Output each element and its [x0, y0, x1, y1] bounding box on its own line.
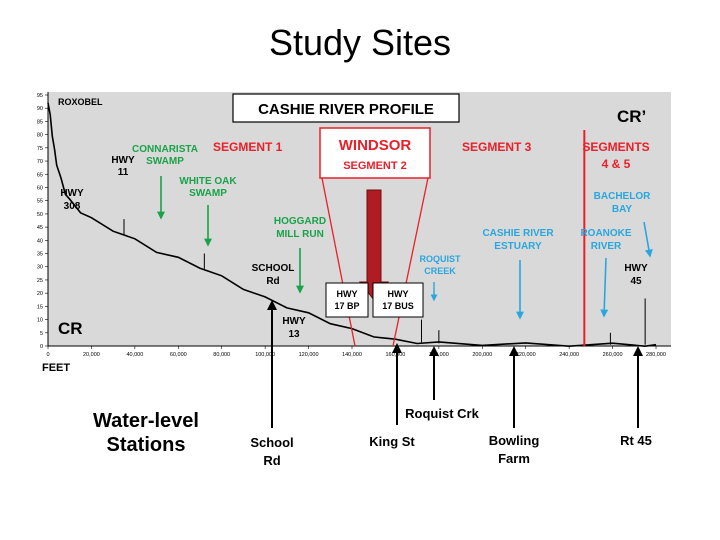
hwy-17bp-box [325, 282, 369, 318]
y-tick-label: 55 [37, 199, 43, 205]
hoggard-mill-run-label-line-2: MILL RUN [276, 229, 324, 240]
corner-label-cr: CR [58, 319, 83, 338]
hwy-11-label-line-2: 11 [118, 167, 129, 178]
connarista-swamp-label-line-1: CONNARISTA [132, 144, 198, 155]
chart-title-box [232, 93, 460, 123]
roanoke-river-label-line-2: RIVER [591, 241, 622, 252]
y-tick-label: 40 [37, 238, 43, 244]
school-rd-label-line-2: Rd [266, 276, 279, 287]
y-tick-label: 25 [37, 278, 43, 284]
x-tick-label: 0 [46, 352, 49, 358]
x-tick-label: 120,000 [299, 352, 319, 358]
segment-1-label: SEGMENT 1 [213, 140, 283, 154]
y-tick-label: 20 [37, 291, 43, 297]
segment-3-label: SEGMENT 3 [462, 140, 532, 154]
hwy-45-label-line-1: HWY [624, 263, 648, 274]
connarista-swamp-label-line-2: SWAMP [146, 156, 184, 167]
windsor-label: WINDSOR [339, 137, 412, 154]
windsor-left-line [321, 177, 356, 347]
x-tick-label: 100,000 [255, 352, 275, 358]
segments-4-5-label: SEGMENTS [582, 140, 649, 154]
hwy-17bus-label-line-1: HWY [388, 289, 409, 299]
y-tick-label: 10 [37, 318, 43, 324]
y-tick-label: 95 [37, 93, 43, 99]
y-tick-label: 75 [37, 146, 43, 152]
x-axis-label: FEET [42, 362, 70, 374]
hwy-308-label-line-1: HWY [60, 188, 84, 199]
cashie-river-estuary-label-line-2: ESTUARY [494, 241, 542, 252]
station-label-5-line-1: Rt 45 [620, 433, 652, 448]
roanoke-arrow [600, 257, 609, 318]
station-label-1-line-1: School [250, 435, 293, 450]
y-tick-label: 65 [37, 172, 43, 178]
x-tick-label: 200,000 [472, 352, 492, 358]
hwy-11-label-line-1: HWY [111, 155, 135, 166]
x-tick-label: 180,000 [429, 352, 449, 358]
y-tick-label: 70 [37, 159, 43, 165]
y-tick-label: 60 [37, 185, 43, 191]
segments-4-5-label-2: 4 & 5 [602, 157, 631, 171]
stations-title-line-2: Stations [107, 434, 186, 456]
bachelor-arrow [643, 221, 653, 258]
station-label-2-line-1: King St [369, 434, 415, 449]
hwy-13-label-line-2: 13 [288, 329, 300, 340]
x-tick-label: 40,000 [126, 352, 143, 358]
chart-title: CASHIE RIVER PROFILE [258, 101, 434, 118]
hwy-45-label-line-2: 45 [630, 276, 642, 287]
x-tick-label: 260,000 [603, 352, 623, 358]
y-tick-label: 15 [37, 304, 43, 310]
y-tick-label: 5 [40, 331, 43, 337]
roquist-creek-label-line-1: ROQUIST [419, 254, 461, 264]
x-tick-label: 80,000 [213, 352, 230, 358]
corner-label-cr-prime: CR’ [617, 107, 646, 126]
bachelor-bay-label-line-2: BAY [612, 204, 633, 215]
roanoke-river-label-line-1: ROANOKE [580, 228, 631, 239]
white-oak-swamp-label-line-2: SWAMP [189, 188, 227, 199]
y-tick-label: 90 [37, 106, 43, 112]
y-tick-label: 30 [37, 265, 43, 271]
stations-title-line-1: Water-level [93, 410, 199, 432]
x-tick-label: 220,000 [516, 352, 536, 358]
x-tick-label: 160,000 [385, 352, 405, 358]
hwy-13-label-line-1: HWY [282, 316, 306, 327]
y-tick-label: 45 [37, 225, 43, 231]
hwy-308-label-line-2: 308 [64, 201, 81, 212]
y-tick-label: 85 [37, 119, 43, 125]
slide-title: Study Sites [268, 22, 452, 63]
hwy-17bp-label-line-2: 17 BP [334, 301, 359, 311]
y-tick-label: 35 [37, 252, 43, 258]
bachelor-bay-label-line-1: BACHELOR [594, 191, 651, 202]
hwy-17bus-label-line-2: 17 BUS [382, 301, 414, 311]
station-label-3-line-1: Roquist Crk [405, 406, 479, 421]
x-tick-label: 60,000 [170, 352, 187, 358]
station-label-4-line-1: Bowling [489, 433, 540, 448]
hoggard-mill-run-label-line-1: HOGGARD [274, 216, 326, 227]
roxobel-label: ROXOBEL [58, 97, 103, 107]
windsor-right-line [392, 177, 429, 347]
station-label-4-line-2: Farm [498, 451, 530, 466]
windsor-box [319, 127, 431, 179]
hwy-17bus-box [372, 282, 424, 318]
x-tick-label: 240,000 [559, 352, 579, 358]
roquist-creek-label-line-2: CREEK [424, 266, 456, 276]
x-tick-label: 140,000 [342, 352, 362, 358]
cashie-river-estuary-label-line-1: CASHIE RIVER [482, 228, 554, 239]
hwy-17bp-label-line-1: HWY [337, 289, 358, 299]
school-rd-label-line-1: SCHOOL [252, 263, 295, 274]
y-tick-label: 50 [37, 212, 43, 218]
profile-line [47, 102, 657, 348]
white-oak-swamp-label-line-1: WHITE OAK [179, 176, 237, 187]
windsor-sublabel: SEGMENT 2 [343, 160, 407, 172]
x-tick-label: 280,000 [646, 352, 666, 358]
station-label-1-line-2: Rd [263, 453, 280, 468]
y-tick-label: 0 [40, 344, 43, 350]
x-tick-label: 20,000 [83, 352, 100, 358]
y-tick-label: 80 [37, 133, 43, 139]
